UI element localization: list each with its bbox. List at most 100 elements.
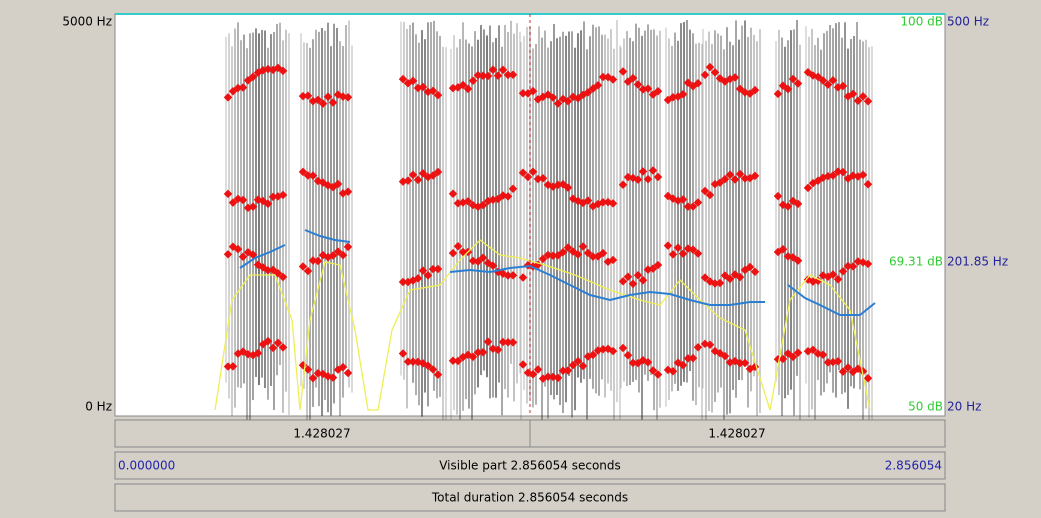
formant-dot [478, 348, 488, 357]
spectral-stripe [532, 48, 534, 408]
formant-dot [303, 171, 313, 180]
selection-right-button[interactable] [529, 419, 946, 448]
spectral-stripe [327, 22, 329, 413]
spectrogram-image [223, 20, 873, 437]
formant-dot [628, 279, 638, 289]
spectral-stripe [811, 28, 813, 410]
formant-dot [608, 346, 618, 356]
spectral-stripe [671, 45, 673, 392]
spectral-stripe [820, 49, 822, 396]
spectral-stripe [677, 40, 679, 391]
spectral-stripe [708, 31, 710, 412]
spectral-stripe [711, 43, 713, 413]
spectral-stripe [550, 41, 552, 396]
spectral-stripe [477, 39, 479, 388]
spectral-stripe [698, 42, 700, 388]
spectral-stripe [629, 37, 631, 386]
formant-dot [418, 82, 428, 92]
formant-dot [328, 98, 338, 107]
spectral-stripe [744, 20, 746, 362]
spectral-stripe [613, 48, 615, 433]
formant-dot [408, 76, 418, 86]
spectral-stripe [859, 39, 861, 390]
spectral-stripe [489, 25, 491, 399]
formant-dot [448, 356, 458, 365]
spectral-stripe [228, 33, 230, 399]
formant-dot [418, 266, 428, 275]
spectral-stripe [504, 24, 506, 390]
spectral-stripe [439, 35, 441, 397]
spectral-stripe [607, 38, 609, 384]
spectral-stripe [665, 27, 667, 407]
formant-dot [233, 83, 243, 93]
spectral-stripe [471, 46, 473, 423]
visible-part-button[interactable] [114, 451, 946, 480]
formant-dot [468, 76, 478, 86]
spectral-stripe [680, 23, 682, 386]
spectral-stripe [276, 24, 278, 376]
intensity-cursor-label: 69.31 dB [889, 255, 943, 269]
spectral-stripe [747, 36, 749, 408]
spectral-stripe [686, 20, 688, 383]
formant-dot [725, 274, 735, 284]
formant-dot [278, 190, 288, 200]
formant-dot [433, 90, 443, 100]
spectral-stripe [805, 26, 807, 384]
formant-dot [278, 343, 288, 352]
formant-dot [745, 262, 755, 272]
formant-dot [323, 92, 333, 102]
formant-dot [478, 71, 488, 80]
spectral-stripe [571, 31, 573, 418]
spectral-stripe [759, 29, 761, 414]
spectral-stripe [538, 26, 540, 374]
formant-dot [428, 86, 438, 96]
spectral-stripe [701, 43, 703, 431]
spectral-stripe [853, 35, 855, 389]
selection-left-button[interactable] [114, 419, 531, 448]
total-duration-button[interactable] [114, 483, 946, 512]
spectral-stripe [258, 33, 260, 385]
spectral-stripe [641, 35, 643, 423]
formant-dot [223, 189, 233, 199]
formant-dot [408, 170, 418, 180]
formant-dot [498, 65, 508, 75]
formant-dot [423, 361, 433, 370]
formant-dot [473, 348, 483, 357]
spectral-stripe [300, 33, 302, 387]
formant-dot [468, 352, 478, 362]
formant-dot [508, 338, 518, 347]
formant-dot [313, 95, 323, 105]
formant-dot [308, 256, 318, 265]
formant-dot [428, 264, 438, 274]
spectral-stripe [436, 31, 438, 399]
formant-dot [843, 363, 853, 372]
visible-start: 0.000000 [118, 459, 175, 473]
formant-dot [493, 345, 503, 355]
formant-dot [578, 361, 588, 371]
spectral-stripe [832, 28, 834, 393]
spectral-stripe [249, 33, 251, 422]
spectral-stripe [823, 33, 825, 393]
formant-dot [823, 358, 833, 367]
spectral-stripe [808, 36, 810, 418]
formant-dot [843, 261, 853, 271]
formant-dot [818, 350, 828, 360]
formant-dot [793, 348, 803, 357]
formant-dot [403, 357, 413, 366]
spectral-stripe [601, 34, 603, 380]
spectral-stripe [619, 45, 621, 424]
spectral-stripe [565, 35, 567, 403]
spectral-stripe [598, 26, 600, 396]
spectral-stripe [817, 37, 819, 381]
spectral-stripe [285, 29, 287, 392]
spectral-stripe [336, 27, 338, 370]
spectral-stripe [535, 44, 537, 405]
formant-dot [313, 256, 323, 266]
spectral-stripe [465, 39, 467, 400]
spectral-stripe [430, 22, 432, 372]
intensity-curve [214, 239, 871, 411]
spectral-stripe [252, 32, 254, 401]
formant-dot [333, 179, 343, 189]
spectral-stripe [726, 27, 728, 415]
visible-label: Visible part 2.856054 seconds [439, 459, 621, 473]
